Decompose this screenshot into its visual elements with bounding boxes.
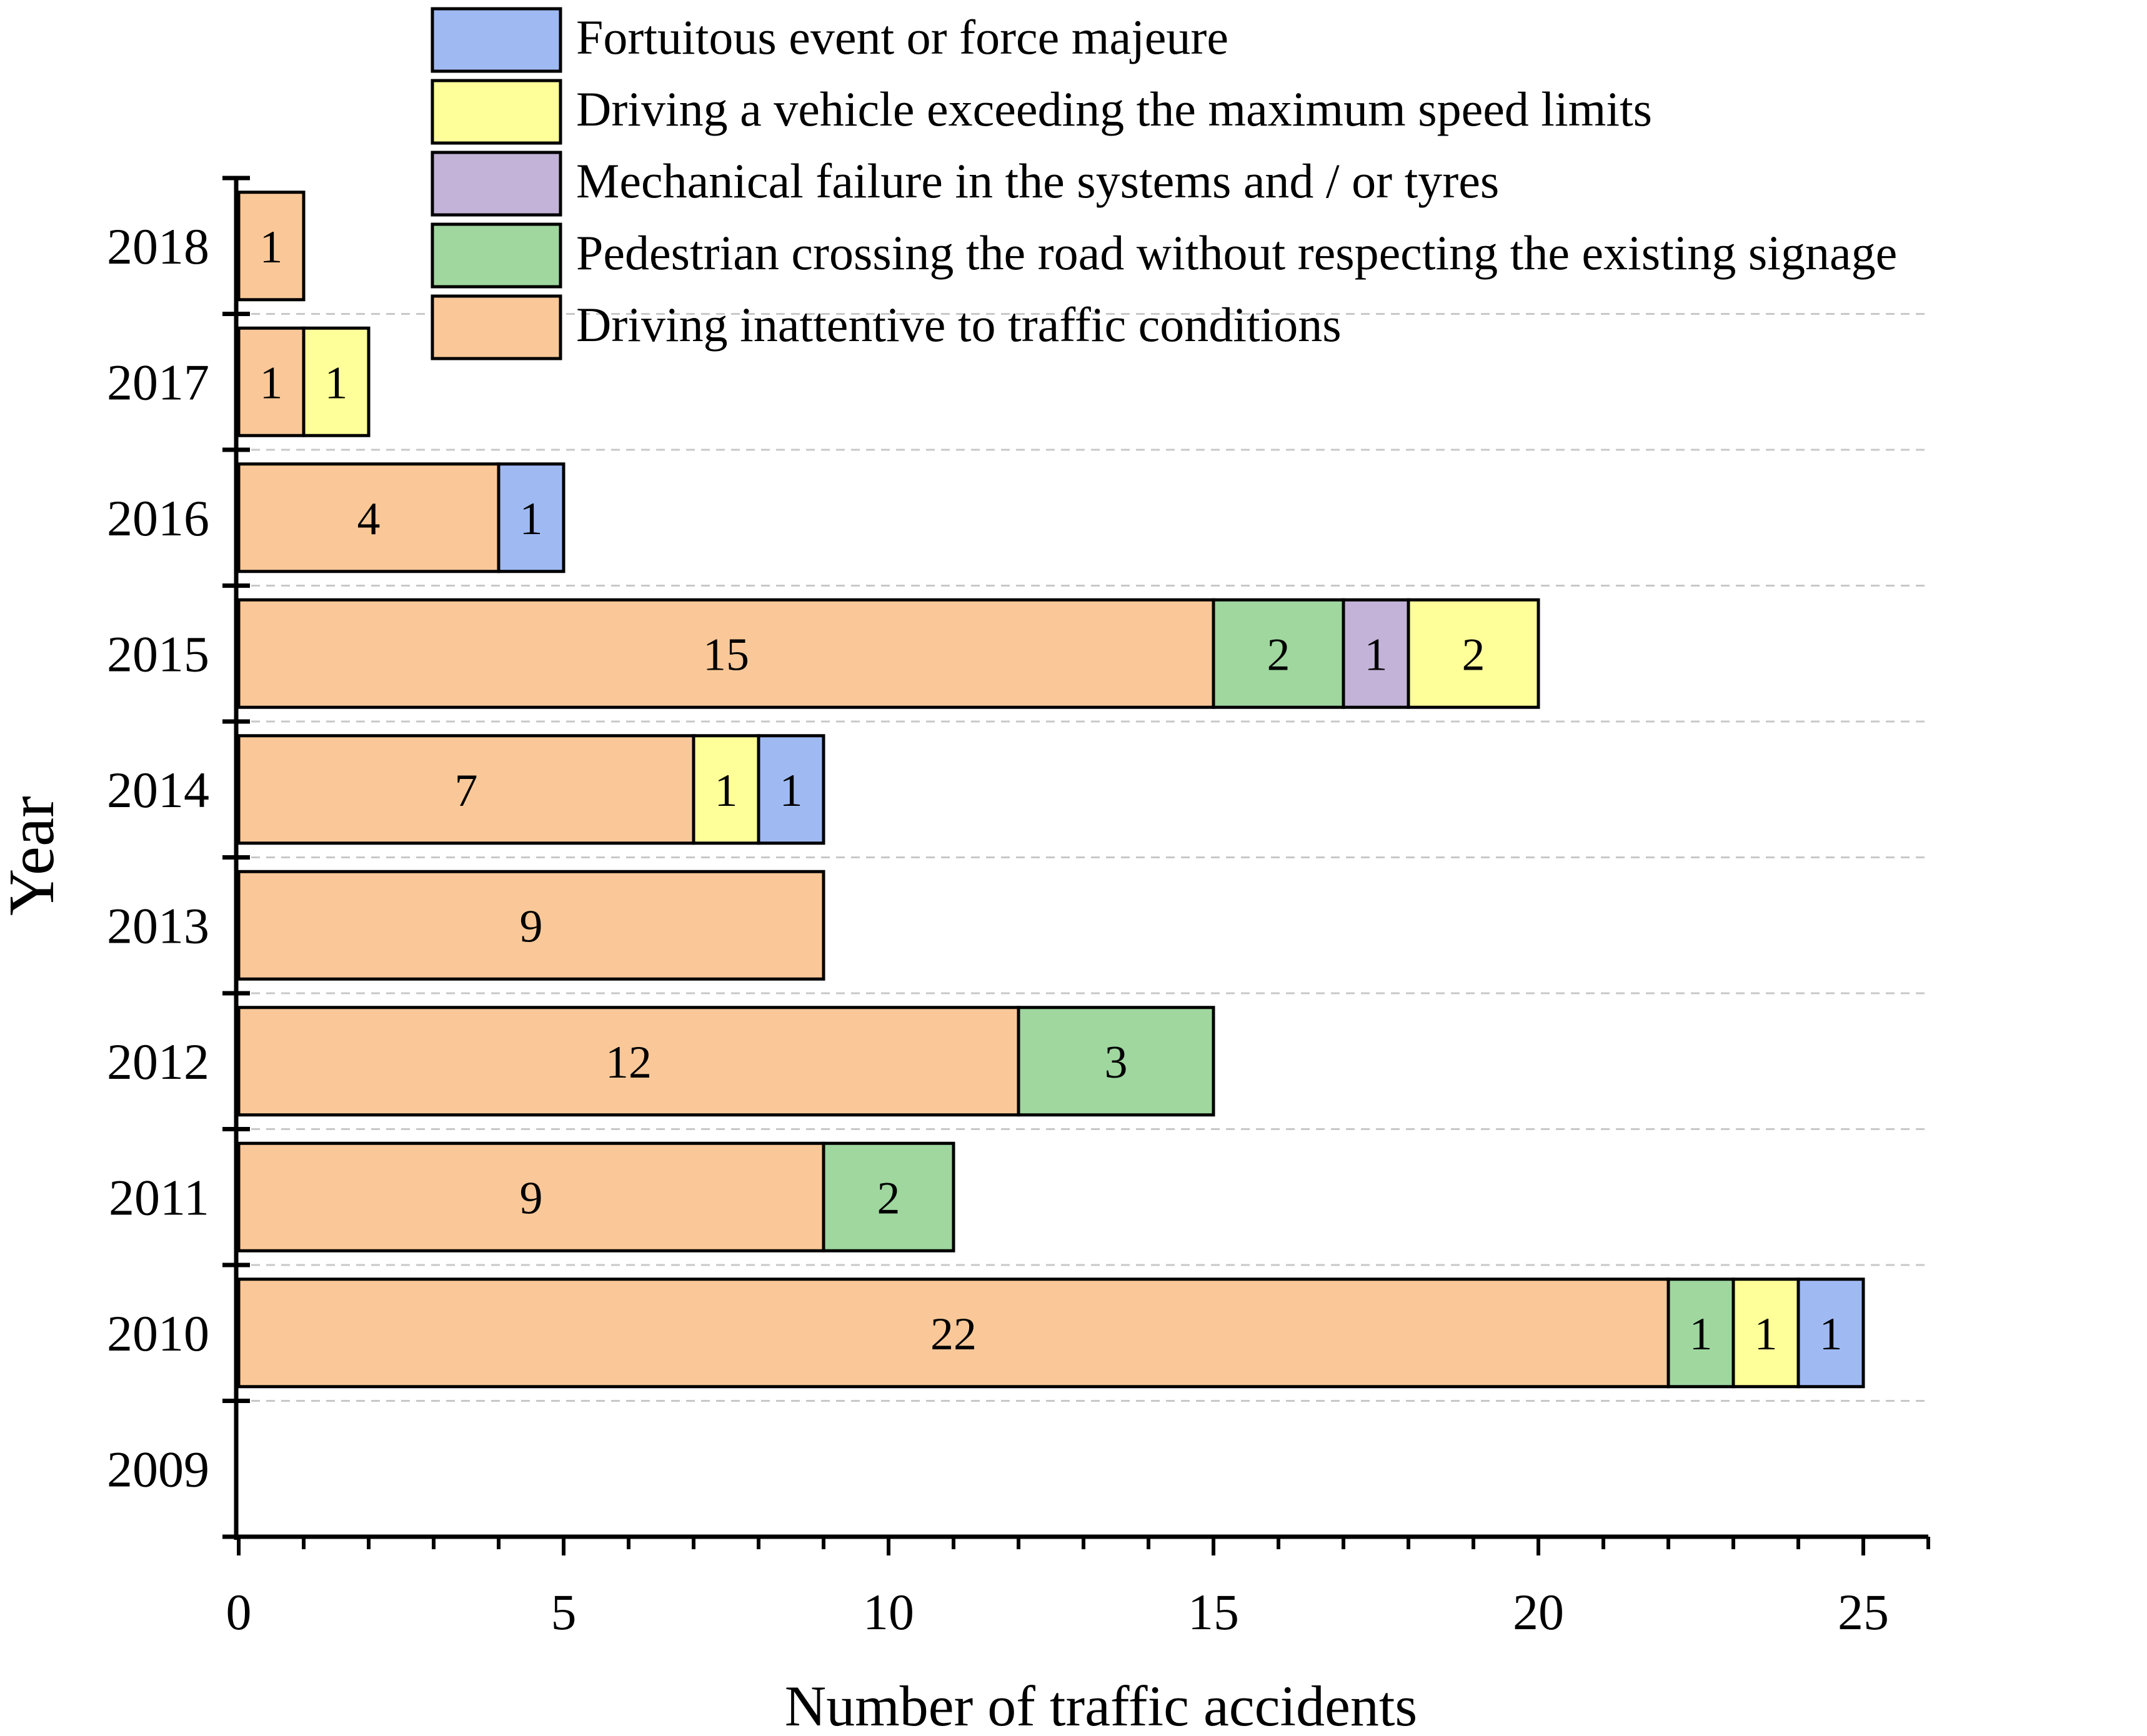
x-axis-title: Number of traffic accidents [785,1674,1417,1736]
bar-2015-pedestrian-crossing-the-road-without-respecting-the-existing-signage [1212,598,1345,709]
y-tick-label-2011: 2011 [109,1169,209,1226]
legend-swatch-driving-inattentive-to-traffic-conditions [431,294,562,360]
legend-label-fortuitous-event-or-force-majeure: Fortuitous event or force majeure [576,10,1228,64]
grid-lines [236,313,1928,1402]
x-tick-label-10: 10 [863,1584,914,1640]
x-tick-label-15: 15 [1188,1584,1239,1640]
legend-swatch-pedestrian-crossing-the-road-without-respecting-the-existing-signage [431,222,562,289]
y-tick-label-2016: 2016 [107,490,209,547]
data-label-2013-driving-inattentive-to-traffic-conditions: 9 [520,901,543,952]
x-tick-label-20: 20 [1513,1584,1564,1640]
bar-2014-fortuitous-event-or-force-majeure [757,734,825,845]
legend-swatch-fortuitous-event-or-force-majeure [431,7,562,73]
x-tick-label-5: 5 [551,1584,577,1640]
x-tick-label-0: 0 [226,1584,252,1640]
data-label-2014-fortuitous-event-or-force-majeure: 1 [780,765,803,816]
bar-2016-fortuitous-event-or-force-majeure [497,462,565,573]
data-label-2017-driving-a-vehicle-exceeding-the-maximum-speed-limits: 1 [325,357,348,409]
bar-2014-driving-a-vehicle-exceeding-the-maximum-speed-limits [692,734,760,845]
bar-2016-driving-inattentive-to-traffic-conditions [237,462,501,573]
data-label-2010-pedestrian-crossing-the-road-without-respecting-the-existing-signage: 1 [1690,1309,1713,1360]
bar-2014-driving-inattentive-to-traffic-conditions [237,734,695,845]
y-tick-label-2015: 2015 [107,625,209,682]
data-label-2010-driving-a-vehicle-exceeding-the-maximum-speed-limits: 1 [1755,1309,1778,1360]
legend-label-mechanical-failure-in-the-systems-and-or-tyres: Mechanical failure in the systems and / … [576,154,1499,208]
legend-label-pedestrian-crossing-the-road-without-respecting-the-existing-signage: Pedestrian crossing the road without res… [576,226,1897,280]
data-label-2015-driving-a-vehicle-exceeding-the-maximum-speed-limits: 2 [1462,629,1485,680]
x-tick-label-25: 25 [1838,1584,1889,1640]
bar-2018-driving-inattentive-to-traffic-conditions [237,191,306,302]
data-label-2014-driving-a-vehicle-exceeding-the-maximum-speed-limits: 1 [715,765,738,816]
data-label-2011-driving-inattentive-to-traffic-conditions: 9 [520,1173,543,1224]
legend-swatch-driving-a-vehicle-exceeding-the-maximum-speed-limits [431,79,562,145]
data-label-2010-driving-inattentive-to-traffic-conditions: 22 [930,1309,977,1360]
legend-swatch-mechanical-failure-in-the-systems-and-or-tyres [431,151,562,217]
data-label-2011-pedestrian-crossing-the-road-without-respecting-the-existing-signage: 2 [877,1173,900,1224]
data-label-2015-driving-inattentive-to-traffic-conditions: 15 [703,629,749,680]
y-tick-label-2012: 2012 [107,1033,209,1090]
data-label-2016-driving-inattentive-to-traffic-conditions: 4 [357,494,381,545]
legend-label-driving-inattentive-to-traffic-conditions: Driving inattentive to traffic condition… [576,297,1342,352]
legend-label-driving-a-vehicle-exceeding-the-maximum-speed-limits: Driving a vehicle exceeding the maximum … [576,82,1652,136]
bar-2015-mechanical-failure-in-the-systems-and-or-tyres [1342,598,1410,709]
bar-2015-driving-a-vehicle-exceeding-the-maximum-speed-limits [1407,598,1540,709]
y-tick-label-2013: 2013 [107,897,209,954]
bar-2012-pedestrian-crossing-the-road-without-respecting-the-existing-signage [1017,1006,1215,1117]
y-tick-label-2017: 2017 [107,354,209,410]
y-tick-label-2009: 2009 [107,1441,209,1497]
data-label-2010-fortuitous-event-or-force-majeure: 1 [1820,1309,1843,1360]
bar-2017-driving-a-vehicle-exceeding-the-maximum-speed-limits [302,326,371,437]
data-label-2018-driving-inattentive-to-traffic-conditions: 1 [260,222,283,273]
data-label-2012-pedestrian-crossing-the-road-without-respecting-the-existing-signage: 3 [1105,1037,1128,1088]
data-label-2015-pedestrian-crossing-the-road-without-respecting-the-existing-signage: 2 [1267,629,1290,680]
axes: 2018201720162015201420132012201120102009… [107,176,1930,1640]
y-axis-title: Year [0,796,67,916]
data-label-2016-fortuitous-event-or-force-majeure: 1 [520,494,543,545]
bar-2010-fortuitous-event-or-force-majeure [1796,1277,1865,1389]
bar-2015-driving-inattentive-to-traffic-conditions [237,598,1215,709]
y-tick-label-2014: 2014 [107,761,209,818]
data-label-2014-driving-inattentive-to-traffic-conditions: 7 [455,765,478,816]
bar-2012-driving-inattentive-to-traffic-conditions [237,1006,1020,1117]
y-tick-label-2010: 2010 [107,1305,209,1362]
bar-2010-driving-inattentive-to-traffic-conditions [237,1277,1670,1389]
bar-2013-driving-inattentive-to-traffic-conditions [237,870,825,981]
y-tick-label-2018: 2018 [107,218,209,275]
data-label-2017-driving-inattentive-to-traffic-conditions: 1 [260,357,283,409]
data-label-2015-mechanical-failure-in-the-systems-and-or-tyres: 1 [1365,629,1388,680]
data-label-2012-driving-inattentive-to-traffic-conditions: 12 [605,1037,652,1088]
bar-2011-pedestrian-crossing-the-road-without-respecting-the-existing-signage [822,1141,955,1252]
legend: Fortuitous event or force majeure Driving… [431,7,1897,360]
